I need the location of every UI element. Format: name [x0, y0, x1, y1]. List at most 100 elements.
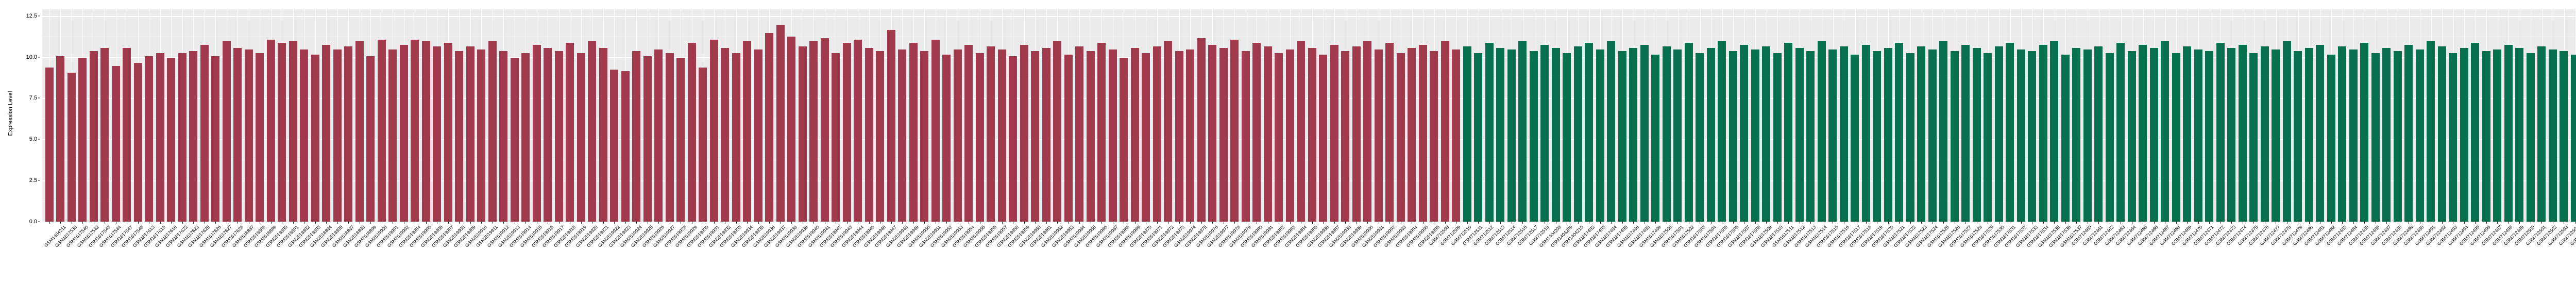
bar	[1618, 51, 1626, 222]
x-axis-label-slot: GSM2519904	[398, 224, 421, 297]
x-axis-label-slot: GSM2519969	[1117, 224, 1141, 297]
bar	[2382, 48, 2391, 222]
bar	[2083, 49, 2092, 222]
x-axis-tick-mark	[1951, 222, 1959, 224]
x-axis-tick-mark	[233, 222, 242, 224]
bar	[654, 49, 663, 222]
bar	[2260, 46, 2269, 222]
x-axis-label-slot: GSM2519909	[453, 224, 477, 297]
x-axis-label-slot: GSM712513	[1484, 224, 1506, 297]
x-axis-label-slot: GSM2519954	[952, 224, 975, 297]
bar	[599, 48, 607, 222]
x-axis-label-slot: GSM2519944	[841, 224, 865, 297]
x-axis-tick-mark	[821, 222, 829, 224]
x-axis-tick-mark	[1419, 222, 1427, 224]
bar	[1308, 48, 1316, 222]
x-axis-label-slot: GSM1617527	[1948, 224, 1972, 297]
x-axis-label-slot: GSM1617524	[1915, 224, 1939, 297]
x-axis-label-slot: GSM1617503	[1683, 224, 1706, 297]
x-axis-label-slot: GSM2519981	[1250, 224, 1274, 297]
bar	[1706, 48, 1715, 222]
x-axis-tick-mark	[843, 222, 851, 224]
x-axis-label-slot: GSM1617522	[1893, 224, 1917, 297]
bar	[1551, 48, 1560, 222]
x-axis-label-slot: GSM1617536	[2048, 224, 2072, 297]
x-axis-tick-mark	[964, 222, 973, 224]
x-axis-label-slot: GSM1617540	[65, 224, 89, 297]
x-axis-label-slot: GSM2519963	[1051, 224, 1075, 297]
bar	[1718, 41, 1726, 222]
x-axis-label-slot: GSM712512	[1472, 224, 1495, 297]
x-axis-label-slot: GSM2519996	[1417, 224, 1440, 297]
x-axis-label-slot: GSM2519978	[1217, 224, 1241, 297]
bar	[2272, 49, 2280, 222]
x-axis-label-slot: GSM2519968	[1107, 224, 1130, 297]
bar	[145, 56, 154, 222]
x-axis-tick-label: GSM712506	[2569, 224, 2576, 247]
x-axis-tick-mark	[1308, 222, 1316, 224]
bar	[2393, 51, 2402, 222]
x-axis-tick-mark	[2017, 222, 2025, 224]
x-axis-label-slot: GSM1617531	[1993, 224, 2016, 297]
x-axis-label-slot: GSM1617535	[2037, 224, 2061, 297]
bar	[1130, 48, 1139, 222]
bar	[1806, 51, 1815, 222]
bar	[2449, 53, 2458, 222]
y-axis-title-label: Expression Level	[7, 91, 13, 136]
x-axis-label-slot: GSM1617510	[1760, 224, 1784, 297]
bar	[421, 41, 430, 222]
bar	[266, 40, 275, 222]
bar	[1751, 49, 1759, 222]
x-axis-tick-mark	[156, 222, 164, 224]
x-axis-label-slot: GSM2518891	[276, 224, 299, 297]
bar	[1629, 48, 1638, 222]
x-axis-label-slot: GSM1617495	[1605, 224, 1629, 297]
bar	[233, 48, 242, 222]
x-axis-label-slot: GSM2518894	[309, 224, 333, 297]
x-axis-label-slot: GSM1617530	[1981, 224, 2005, 297]
x-axis-tick-mark	[499, 222, 507, 224]
x-axis-tick-mark	[887, 222, 895, 224]
x-axis-label-slot: GSM1617496	[1616, 224, 1640, 297]
x-axis-tick-mark	[123, 222, 131, 224]
x-axis-label-slot: GSM2519932	[708, 224, 732, 297]
x-axis-tick-mark	[1507, 222, 1516, 224]
bar	[2127, 51, 2136, 222]
x-axis-tick-mark	[1219, 222, 1228, 224]
x-axis-tick-mark	[754, 222, 762, 224]
x-axis-label-slot: GSM2519962	[1040, 224, 1064, 297]
bar	[1186, 49, 1195, 222]
x-axis-label-slot: GSM2519953	[940, 224, 964, 297]
x-axis-tick-mark	[1806, 222, 1815, 224]
bar	[2172, 53, 2180, 222]
x-axis-tick-mark	[2394, 222, 2402, 224]
x-axis-tick-mark	[909, 222, 918, 224]
bar	[1341, 51, 1350, 222]
x-axis-tick-mark	[1973, 222, 1981, 224]
x-axis-label-slot: GSM1404208	[1538, 224, 1562, 297]
x-axis-label-slot: GSM2519970	[1129, 224, 1153, 297]
bar-series	[42, 9, 2576, 222]
x-axis-label-slot: GSM1617537	[2059, 224, 2083, 297]
x-axis-tick-mark	[699, 222, 707, 224]
bar	[987, 46, 995, 222]
bar	[1563, 53, 1571, 222]
x-axis-tick-mark	[355, 222, 364, 224]
x-axis-label-slot: GSM1617504	[1693, 224, 1717, 297]
x-axis-tick-mark	[267, 222, 275, 224]
bar	[100, 48, 109, 222]
x-axis-tick-mark	[2072, 222, 2080, 224]
x-axis-label-slot: GSM712518	[1528, 224, 1550, 297]
x-axis-label-slot: GSM2519922	[597, 224, 621, 297]
x-axis-tick-mark	[787, 222, 795, 224]
bar	[1230, 40, 1239, 222]
bar	[466, 46, 474, 222]
x-axis-tick-mark	[2050, 222, 2058, 224]
bar	[1662, 46, 1671, 222]
bar	[477, 49, 486, 222]
x-axis-tick-mark	[577, 222, 585, 224]
bar	[2304, 48, 2313, 222]
x-axis-tick-mark	[1352, 222, 1361, 224]
x-axis-tick-mark	[2205, 222, 2213, 224]
x-axis-label-slot: GSM2519923	[608, 224, 632, 297]
